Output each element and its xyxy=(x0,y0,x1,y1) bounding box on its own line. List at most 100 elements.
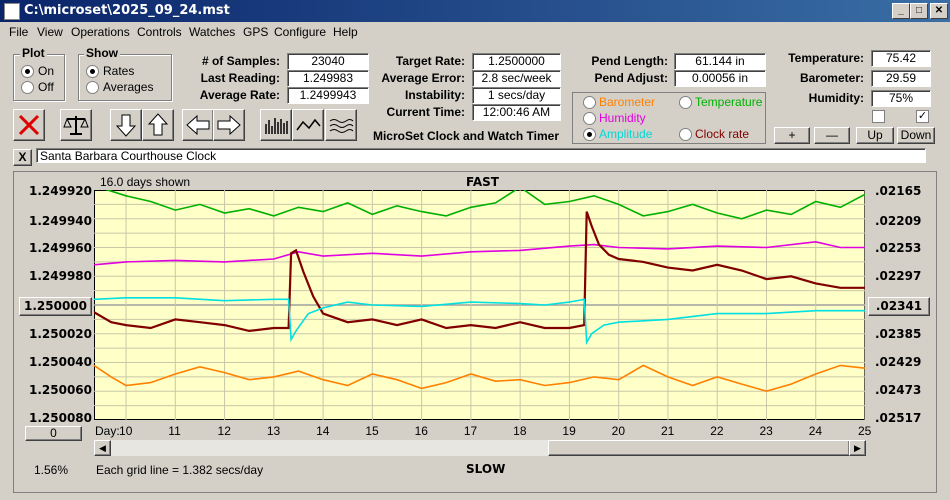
x-tick-label: 15 xyxy=(365,424,379,438)
up-button[interactable]: Up xyxy=(856,127,894,144)
x-tick-label: 23 xyxy=(759,424,773,438)
scroll-thumb[interactable] xyxy=(548,440,850,456)
show-rates-radio[interactable] xyxy=(86,65,99,78)
barometer-radio[interactable] xyxy=(583,96,596,109)
wave-graph-button[interactable] xyxy=(325,109,357,141)
reset-zero-button[interactable]: 0 xyxy=(25,426,82,441)
left-checkbox[interactable] xyxy=(872,110,885,123)
center-amplitude-button[interactable]: .02341 xyxy=(868,297,930,316)
amplitude-radio[interactable] xyxy=(583,128,596,141)
down-button[interactable]: Down xyxy=(897,127,935,144)
x-tick-label: 20 xyxy=(611,424,626,438)
fast-label: FAST xyxy=(466,175,499,189)
menu-help[interactable]: Help xyxy=(333,25,358,39)
temperature-radio[interactable] xyxy=(679,96,692,109)
arrow-down-icon xyxy=(115,114,137,137)
arrow-right-button[interactable] xyxy=(213,109,245,141)
menu-configure[interactable]: Configure xyxy=(274,25,327,39)
series-line-humidity xyxy=(94,240,865,266)
humidity-label: Humidity: xyxy=(808,91,864,105)
red-x-icon xyxy=(18,114,40,136)
maximize-button[interactable]: □ xyxy=(910,3,928,19)
menu-bar: File View Operations Controls Watches GP… xyxy=(0,22,950,42)
samples-label: # of Samples: xyxy=(201,54,280,68)
minus-button[interactable]: — xyxy=(814,127,850,144)
amplitude-option-label: Amplitude xyxy=(599,127,653,141)
x-tick-label: 19 xyxy=(562,424,576,438)
x-tick-label: 13 xyxy=(266,424,281,438)
show-rates-label: Rates xyxy=(103,64,135,78)
x-tick-label: 10 xyxy=(119,424,133,438)
menu-gps[interactable]: GPS xyxy=(243,25,269,39)
balance-scale-icon xyxy=(63,116,89,135)
barometer-option-label: Barometer xyxy=(599,95,656,109)
x-tick-label: 17 xyxy=(463,424,478,438)
plot-off-radio[interactable] xyxy=(21,81,34,94)
clock-rate-radio[interactable] xyxy=(679,128,692,141)
minimize-button[interactable]: _ xyxy=(892,3,910,19)
average-error-value: 2.8 sec/week xyxy=(472,70,561,87)
left-tick: 1.249980 xyxy=(29,269,93,283)
title-bar: C:\microset\2025_09_24.mst _ □ ✕ xyxy=(0,0,950,22)
temperature-option-label: Temperature xyxy=(695,95,763,109)
average-rate-value: 1.2499943 xyxy=(287,87,369,104)
x-tick-label: 11 xyxy=(168,424,181,438)
left-tick: 1.249940 xyxy=(29,214,93,228)
days-shown-label: 16.0 days shown xyxy=(100,175,191,189)
stop-button[interactable] xyxy=(13,109,45,141)
target-rate-label: Target Rate: xyxy=(395,54,465,68)
center-rate-button[interactable]: 1.250000 xyxy=(19,297,92,316)
right-checkbox[interactable]: ✓ xyxy=(916,110,929,123)
right-tick: .02517 xyxy=(875,411,922,425)
close-window-button[interactable]: ✕ xyxy=(930,3,948,19)
plot-group-title: Plot xyxy=(20,46,47,60)
right-tick: .02429 xyxy=(875,355,922,369)
average-error-label: Average Error: xyxy=(381,71,465,85)
x-tick-label: 14 xyxy=(316,424,330,438)
temperature-value: 75.42 xyxy=(871,50,931,67)
clear-clock-button[interactable]: X xyxy=(13,149,32,166)
pend-length-label: Pend Length: xyxy=(591,54,668,68)
pend-adjust-value: 0.00056 in xyxy=(674,70,766,87)
instability-label: Instability: xyxy=(404,88,465,102)
bar-graph-button[interactable] xyxy=(260,109,292,141)
menu-view[interactable]: View xyxy=(37,25,63,39)
grid-note-label: Each grid line = 1.382 secs/day xyxy=(96,463,264,477)
arrow-right-icon xyxy=(217,114,241,136)
arrow-down-button[interactable] xyxy=(110,109,142,141)
wave-graph-icon xyxy=(329,119,354,133)
show-averages-radio[interactable] xyxy=(86,81,99,94)
clock-name-field[interactable]: Santa Barbara Courthouse Clock xyxy=(36,148,926,163)
barometer-label: Barometer: xyxy=(799,71,864,85)
left-tick: 1.250060 xyxy=(29,383,93,397)
scroll-right-arrow[interactable]: ▶ xyxy=(849,440,866,456)
plot-on-label: On xyxy=(38,64,55,78)
plot-on-radio[interactable] xyxy=(21,65,34,78)
humidity-radio[interactable] xyxy=(583,112,596,125)
left-tick: 1.249920 xyxy=(29,184,93,198)
series-line-temperature xyxy=(104,190,865,220)
x-tick-label: 25 xyxy=(858,424,872,438)
series-line-clock-rate xyxy=(94,211,865,333)
balance-button[interactable] xyxy=(60,109,92,141)
menu-file[interactable]: File xyxy=(9,25,29,39)
clock-rate-option-label: Clock rate xyxy=(695,127,750,141)
rate-plot[interactable] xyxy=(94,190,865,420)
series-line-barometer xyxy=(94,364,865,393)
arrow-left-button[interactable] xyxy=(182,109,214,141)
current-time-label: Current Time: xyxy=(386,105,465,119)
plus-button[interactable]: + xyxy=(774,127,810,144)
line-graph-button[interactable] xyxy=(292,109,324,141)
instability-value: 1 secs/day xyxy=(472,87,561,104)
show-group xyxy=(78,54,172,101)
last-reading-label: Last Reading: xyxy=(200,71,280,85)
menu-operations[interactable]: Operations xyxy=(71,25,130,39)
scroll-left-arrow[interactable]: ◀ xyxy=(94,440,111,456)
menu-watches[interactable]: Watches xyxy=(189,25,236,39)
arrow-up-button[interactable] xyxy=(142,109,174,141)
menu-controls[interactable]: Controls xyxy=(137,25,182,39)
humidity-value: 75% xyxy=(871,90,931,107)
right-tick: .02165 xyxy=(875,184,922,198)
pend-adjust-label: Pend Adjust: xyxy=(594,71,668,85)
left-tick: 1.250040 xyxy=(29,355,93,369)
